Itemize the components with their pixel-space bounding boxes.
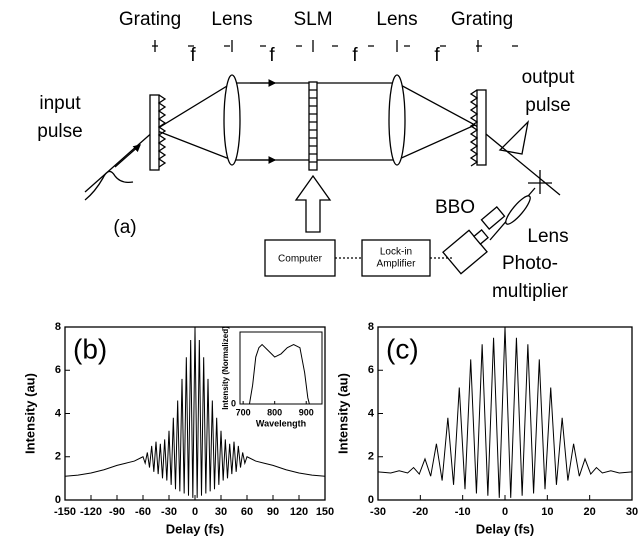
y-tick-label: 8 [368, 321, 374, 333]
y-tick-label: 0 [231, 398, 236, 408]
data-line [248, 343, 310, 405]
y-tick-label: 6 [55, 364, 61, 376]
slm-pixels [309, 89, 317, 163]
control-arrow [294, 174, 332, 233]
label: f [269, 45, 275, 66]
label: input [39, 93, 81, 114]
label: f [352, 45, 358, 66]
bbo-crystal [480, 206, 506, 230]
label: Grating [451, 9, 513, 30]
y-tick-label: 2 [55, 451, 61, 463]
label: Lock-in [380, 247, 412, 258]
x-tick-label: 800 [267, 407, 282, 417]
x-tick-label: 30 [626, 506, 638, 518]
panel-label: (a) [113, 217, 136, 238]
label: BBO [435, 197, 475, 218]
label: multiplier [492, 281, 569, 302]
data-line [64, 326, 326, 498]
x-tick-label: -120 [80, 506, 102, 518]
x-tick-label: 0 [502, 506, 508, 518]
y-tick-label: 0 [55, 494, 61, 506]
beam-arrow [114, 144, 141, 168]
lens [505, 195, 531, 225]
x-tick-label: 120 [290, 506, 308, 518]
x-axis-label: Delay (fs) [166, 521, 225, 536]
grating-teeth [469, 89, 479, 167]
x-tick-label: -30 [370, 506, 386, 518]
y-tick-label: 4 [368, 407, 375, 419]
x-tick-label: -60 [135, 506, 151, 518]
output-pulse [498, 120, 530, 155]
x-tick-label: -10 [455, 506, 471, 518]
y-tick-label: 8 [55, 321, 61, 333]
label: f [434, 45, 440, 66]
panel-label: (b) [73, 333, 107, 364]
grating [149, 94, 160, 171]
x-tick-label: 20 [584, 506, 596, 518]
y-axis-label: Intensity (au) [22, 373, 37, 454]
x-tick-label: 10 [541, 506, 553, 518]
y-tick-label: 6 [368, 364, 374, 376]
panel-label: (c) [386, 333, 419, 364]
x-tick-label: -30 [161, 506, 177, 518]
x-tick-label: 30 [215, 506, 227, 518]
label: SLM [293, 9, 332, 30]
x-tick-label: 900 [299, 407, 314, 417]
x-tick-label: 150 [316, 506, 334, 518]
label: Computer [278, 254, 323, 265]
photomultiplier-window [473, 229, 489, 245]
label: Photo- [502, 253, 558, 274]
label: pulse [525, 95, 570, 116]
grating-teeth [157, 94, 167, 168]
y-axis-label: Intensity (au) [335, 373, 350, 454]
x-tick-label: 60 [241, 506, 253, 518]
label: Lens [211, 9, 252, 30]
plot-frame [239, 331, 323, 405]
x-tick-label: -150 [54, 506, 76, 518]
label: Lens [527, 226, 568, 247]
x-tick-label: 0 [192, 506, 198, 518]
label: Lens [376, 9, 417, 30]
label: pulse [37, 121, 82, 142]
x-tick-label: 90 [267, 506, 279, 518]
grating [476, 89, 487, 166]
data-line [377, 326, 633, 498]
label: output [522, 67, 576, 88]
slm [308, 81, 318, 171]
y-tick-label: 0 [368, 494, 374, 506]
x-tick-label: 700 [236, 407, 251, 417]
x-axis-label: Delay (fs) [476, 521, 535, 536]
label: Amplifier [377, 259, 417, 270]
y-tick-label: 4 [55, 407, 62, 419]
diagram [84, 40, 561, 277]
y-axis-label: Intensity (Normalized) [221, 326, 230, 410]
label: f [190, 45, 196, 66]
diagram-labels: Grating Lens SLM Lens Grating f f f f in… [37, 9, 575, 302]
lens [223, 74, 241, 166]
label: Grating [119, 9, 181, 30]
input-pulse [84, 170, 134, 201]
y-tick-label: 2 [368, 451, 374, 463]
x-tick-label: -20 [412, 506, 428, 518]
x-axis-label: Wavelength [256, 418, 306, 428]
lens [388, 74, 406, 166]
x-tick-label: -90 [109, 506, 125, 518]
